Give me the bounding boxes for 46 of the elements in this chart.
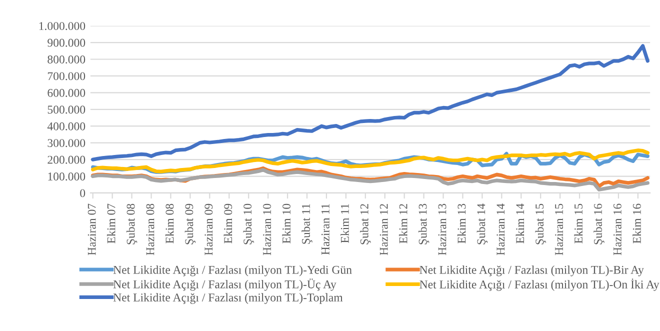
x-tick-label: Haziran 08 — [146, 204, 154, 256]
legend-label: Net Likidite Açığı / Fazlası (milyon TL)-Yedi Gün — [113, 266, 352, 276]
x-tick-label: Ekim 10 — [282, 204, 290, 244]
x-tick-label: Haziran 12 — [380, 204, 388, 256]
x-tick-label: Şubat 16 — [594, 204, 604, 244]
x-tick-label: Haziran 13 — [438, 204, 446, 256]
x-tick-label: Ekim 12 — [398, 204, 408, 244]
y-tick-label: 0 — [80, 189, 86, 198]
x-tick-label: Ekim 08 — [165, 204, 174, 244]
x-tick-label: Ekim 13 — [457, 204, 466, 244]
y-tick-label: 100.000 — [48, 172, 86, 181]
x-tick-label: Ekim 11 — [340, 204, 349, 243]
y-tick-label: 800.000 — [48, 55, 86, 64]
y-tick-label: 200.000 — [48, 156, 86, 164]
x-tick-label: Şubat 10 — [243, 204, 254, 244]
x-tick-label: Haziran 11 — [321, 204, 330, 255]
x-tick-label: Şubat 14 — [476, 204, 488, 244]
x-tick-label: Ekim 16 — [632, 204, 641, 244]
legend-label: Net Likidite Açığı / Fazlası (milyon TL)-On İki Ay — [420, 278, 660, 291]
legend-label: Net Likidite Açığı / Fazlası (milyon TL)-Bir Ay — [420, 266, 644, 276]
x-tick-label: Ekim 14 — [516, 204, 524, 244]
y-tick-label: 400.000 — [47, 122, 86, 130]
x-tick-label: Şubat 15 — [535, 204, 546, 244]
x-tick-label: Ekim 15 — [574, 204, 582, 244]
x-tick-label: Şubat 09 — [184, 204, 196, 244]
x-tick-label: Haziran 14 — [496, 204, 505, 256]
y-tick-label: 300.000 — [48, 139, 86, 148]
x-tick-label: Ekim 09 — [224, 204, 232, 244]
y-tick-label: 700.000 — [48, 72, 86, 80]
x-tick-label: Şubat 11 — [302, 204, 312, 244]
x-tick-label: Şubat 12 — [360, 204, 371, 244]
x-tick-label: Haziran 15 — [555, 204, 564, 256]
x-tick-label: Şubat 13 — [418, 204, 430, 244]
line-series — [91, 44, 650, 162]
y-tick-label: 600.000 — [48, 88, 86, 97]
x-tick-label: Şubat 08 — [126, 204, 138, 244]
legend-label: Net Likidite Açığı / Fazlası (milyon TL)-Toplam — [113, 293, 343, 304]
x-tick-label: Haziran 07 — [88, 204, 96, 256]
x-tick-label: Ekim 07 — [106, 204, 116, 244]
x-tick-label: Haziran 09 — [204, 204, 213, 256]
y-tick-label: 1.000.000 — [39, 22, 86, 30]
x-tick-label: Haziran 10 — [263, 204, 272, 256]
y-tick-label: 900.000 — [48, 38, 86, 47]
x-tick-label: Haziran 16 — [613, 204, 622, 256]
y-tick-label: 500.000 — [48, 106, 86, 114]
legend-label: Net Likidite Açığı / Fazlası (milyon TL)-Üç Ay — [113, 278, 336, 291]
